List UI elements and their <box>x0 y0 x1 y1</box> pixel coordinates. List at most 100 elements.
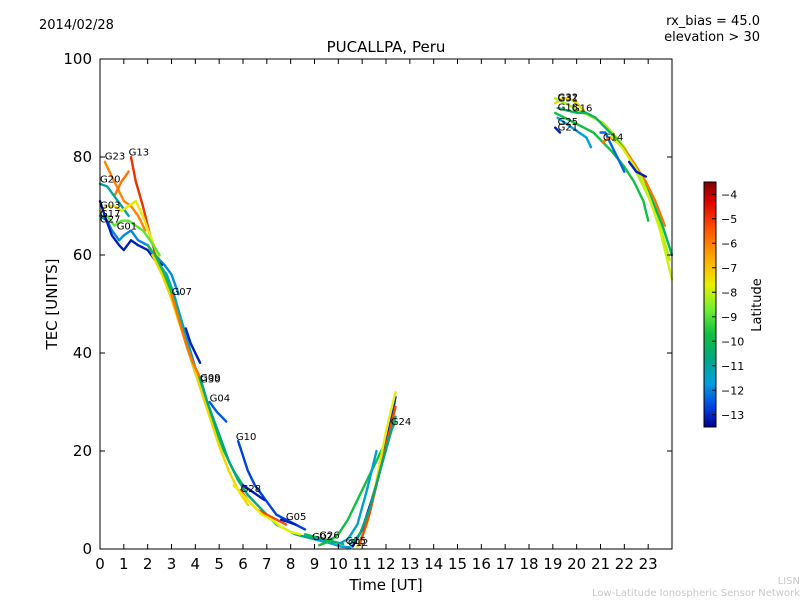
y-axis: 0 20 40 60 80 100 <box>63 50 672 558</box>
series-line-G21 <box>554 126 562 134</box>
series-line-G28b <box>232 484 302 536</box>
satellite-label: G10 <box>236 432 256 443</box>
satellite-label: G24 <box>391 417 411 428</box>
y-axis-label: TEC [UNITS] <box>43 259 61 351</box>
x-tick-label: 0 <box>95 555 105 573</box>
satellite-label: G31 <box>558 94 578 105</box>
plot-frame <box>99 58 673 550</box>
colorbar-tick-label: −13 <box>721 409 744 422</box>
x-tick-label: 5 <box>214 555 224 573</box>
x-axis-label: Time [UT] <box>348 576 422 594</box>
series-line-G14 <box>599 131 626 173</box>
colorbar-label: Latitude <box>750 278 765 332</box>
satellite-label: G05 <box>286 512 306 523</box>
x-tick-label: 22 <box>615 555 634 573</box>
series-line-G14b <box>601 136 666 227</box>
footer-org-short: LISN <box>777 576 800 587</box>
satellite-label: G01 <box>117 222 137 233</box>
x-tick-label: 23 <box>639 555 658 573</box>
satellite-label: G25 <box>558 117 578 128</box>
y-tick-label: 100 <box>63 50 92 68</box>
satellite-label: G18 <box>558 102 578 113</box>
x-tick-label: 15 <box>448 555 467 573</box>
series-line-G10b <box>241 484 266 502</box>
colorbar-tick-label: −4 <box>721 188 737 201</box>
series-line-G07c <box>151 253 250 507</box>
satellite-label: G30 <box>200 374 220 385</box>
colorbar-tick-label: −5 <box>721 213 737 226</box>
series-line-G25 <box>556 116 593 149</box>
x-tick-label: 12 <box>376 555 395 573</box>
x-axis: 0 1 2 3 4 5 6 7 8 9 10 11 12 13 14 15 16 17 18 19 20 21 22 23 <box>95 59 658 573</box>
colorbar-tick-label: −7 <box>721 262 737 275</box>
satellite-label: G04 <box>210 394 230 405</box>
x-tick-label: 11 <box>353 555 372 573</box>
satellite-label: G28 <box>241 484 261 495</box>
y-tick-label: 60 <box>73 246 92 264</box>
x-tick-label: 8 <box>286 555 296 573</box>
x-tick-label: 6 <box>238 555 248 573</box>
satellite-label: G13 <box>129 148 149 159</box>
satellite-label: G02 <box>312 532 332 543</box>
series-line-G26 <box>313 538 352 549</box>
series-line-G01 <box>98 214 180 296</box>
satellite-label: G12 <box>348 538 368 549</box>
series-line-G13b <box>113 170 130 198</box>
satellite-label: G17 <box>100 209 120 220</box>
satellite-label: G16 <box>572 103 592 114</box>
footer-org-long: Low-Latitude Ionospheric Sensor Network <box>592 588 800 599</box>
x-tick-label: 20 <box>567 555 586 573</box>
series-line-G23 <box>103 160 147 232</box>
x-tick-label: 2 <box>143 555 153 573</box>
series-line-G24d <box>349 415 397 546</box>
satellite-label: G20 <box>100 175 120 186</box>
satellite-label: G23 <box>105 151 125 162</box>
x-tick-label: 1 <box>119 555 129 573</box>
x-tick-label: 19 <box>543 555 562 573</box>
colorbar-tick-label: −11 <box>721 360 744 373</box>
chart-title: PUCALLPA, Peru <box>326 38 446 56</box>
satellite-label: G03 <box>100 201 120 212</box>
series-line-G02 <box>303 533 345 546</box>
satellite-label: G14 <box>603 132 623 143</box>
elevation-label: elevation > 30 <box>664 30 760 45</box>
satellite-label: G07 <box>172 287 192 298</box>
x-tick-label: 16 <box>472 555 491 573</box>
series-line-G17 <box>98 214 161 257</box>
colorbar-tick-label: −10 <box>721 335 744 348</box>
series-line-G04 <box>208 400 228 423</box>
rx-bias-label: rx_bias = 45.0 <box>666 14 760 29</box>
series-line-G16 <box>556 106 674 257</box>
series-line-G07e <box>184 327 202 364</box>
satellite-label: G21 <box>558 123 578 134</box>
x-tick-label: 10 <box>329 555 348 573</box>
x-tick-label: 7 <box>262 555 272 573</box>
satellite-label: G26 <box>319 531 339 542</box>
y-tick-label: 20 <box>73 442 92 460</box>
x-tick-label: 21 <box>591 555 610 573</box>
series-line-G09 <box>198 376 335 545</box>
x-tick-label: 3 <box>167 555 177 573</box>
series-line-G05 <box>279 518 297 526</box>
x-tick-label: 18 <box>519 555 538 573</box>
series-line-G12 <box>337 449 378 546</box>
x-tick-label: 4 <box>191 555 201 573</box>
y-tick-label: 80 <box>73 148 92 166</box>
colorbar-tick-label: −8 <box>721 286 737 299</box>
satellite-label: G27 <box>100 215 120 226</box>
series-line-G14c <box>611 136 674 281</box>
satellite-label: G09 <box>200 373 220 384</box>
colorbar-tick-label: −12 <box>721 384 744 397</box>
x-tick-label: 17 <box>496 555 515 573</box>
x-tick-label: 14 <box>424 555 443 573</box>
date-label: 2014/02/28 <box>39 18 114 33</box>
series-line-G14d <box>627 160 647 178</box>
y-tick-label: 40 <box>73 344 92 362</box>
satellite-label: G15 <box>346 536 366 547</box>
colorbar-tick-label: −9 <box>721 311 737 324</box>
x-tick-label: 9 <box>310 555 320 573</box>
x-tick-label: 13 <box>400 555 419 573</box>
y-tick-label: 0 <box>82 540 92 558</box>
